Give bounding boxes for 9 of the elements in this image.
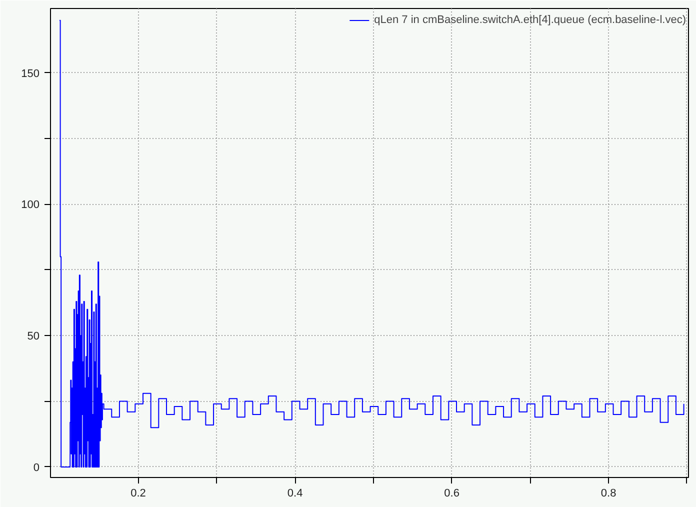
y-tick-label: 150 [21,68,40,80]
x-tick-label: 0.8 [600,488,616,500]
legend-label: qLen 7 in cmBaseline.switchA.eth[4].queue (ecm.baseline-l.vec) [374,14,686,26]
x-tick-label: 0.6 [444,488,460,500]
y-tick-label: 50 [27,330,40,343]
y-tick-label: 0 [33,462,40,474]
x-tick-label: 0.2 [130,488,146,500]
y-tick-label: 100 [21,199,40,212]
x-tick-label: 0.4 [287,488,303,500]
